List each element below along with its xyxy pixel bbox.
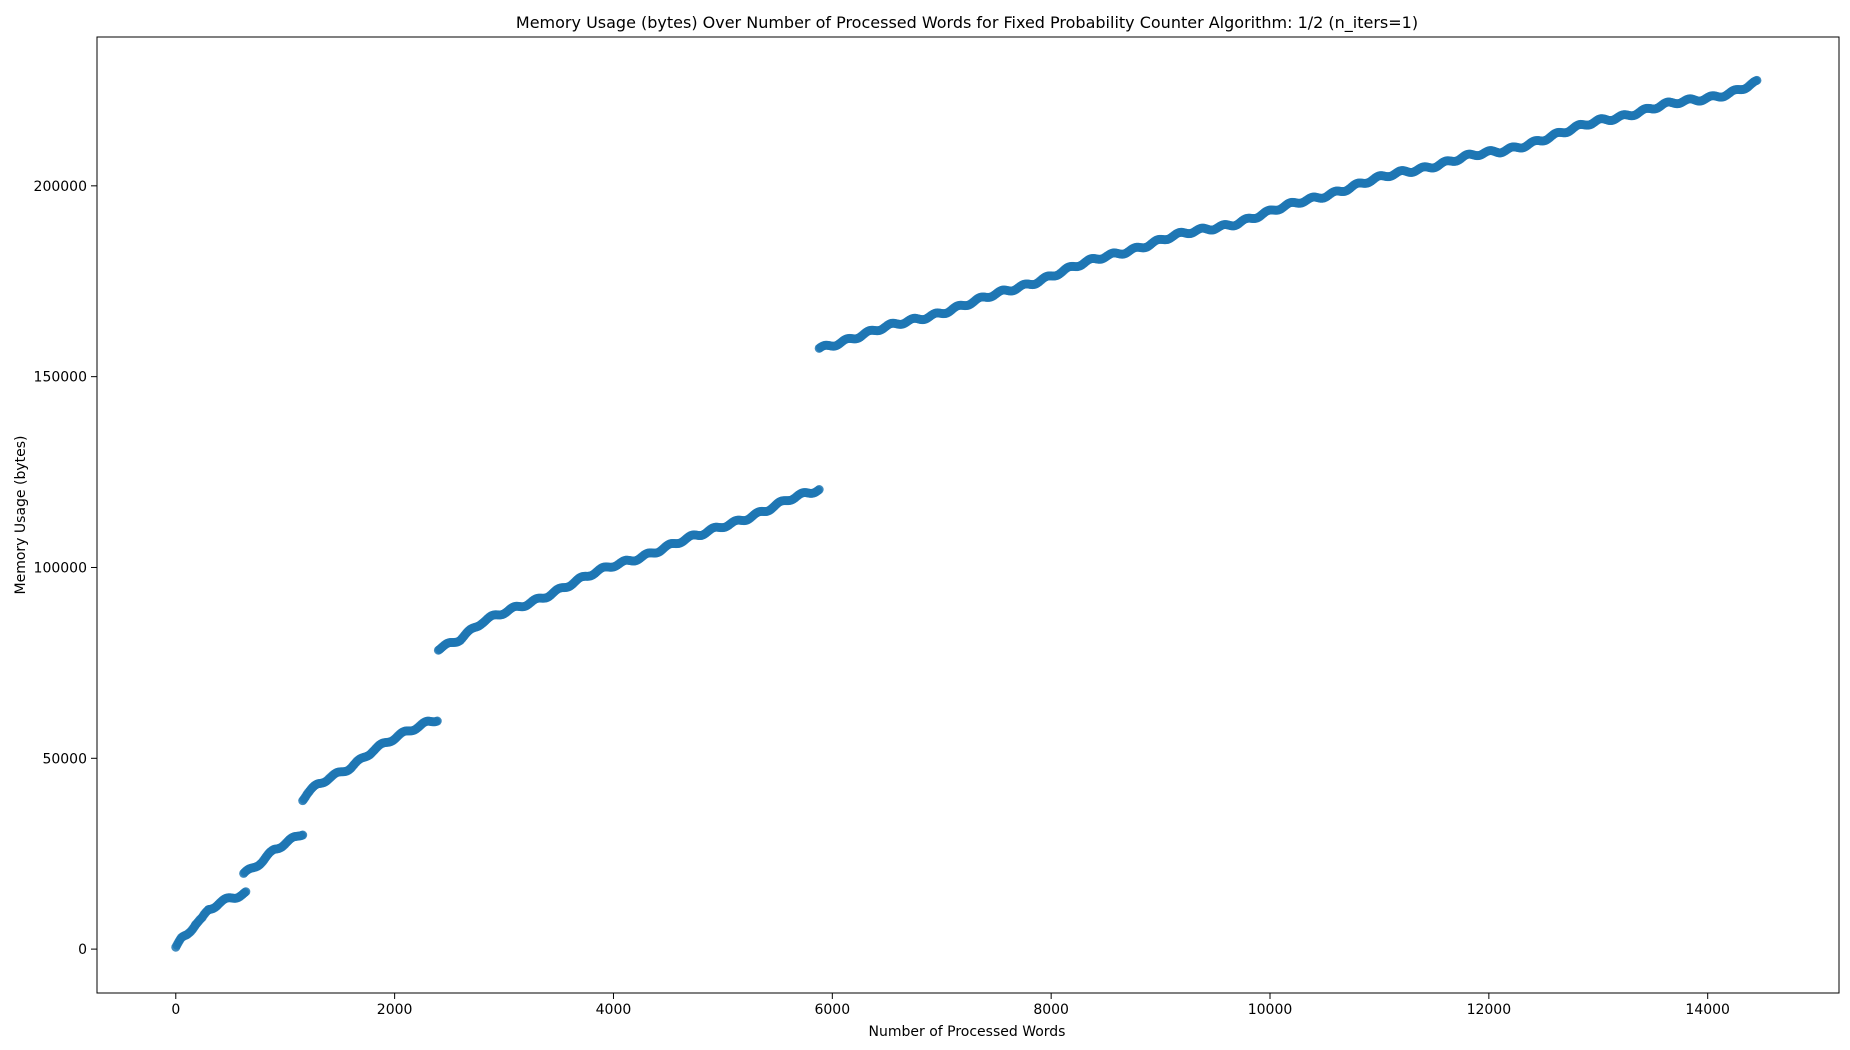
plot-frame [96,36,1840,994]
x-tick-label: 2000 [377,1002,413,1018]
chart-title: Memory Usage (bytes) Over Number of Proc… [516,13,1418,33]
x-tick-label: 0 [171,1002,180,1018]
plot-area: 0 2000 4000 6000 8000 10000 12000 14000 0 50000 10… [34,36,1840,1018]
data-segment [814,75,1762,353]
data-point [1752,75,1762,85]
x-tick-label: 4000 [596,1002,632,1018]
x-tick-label: 8000 [1033,1002,1069,1018]
data-point [432,716,442,726]
y-axis-label: Memory Usage (bytes) [13,436,29,595]
x-tick-label: 10000 [1248,1002,1293,1018]
data-point [298,830,308,840]
data-segment [433,485,824,655]
y-tick-label: 100000 [34,560,87,576]
y-tick-label: 0 [78,942,87,958]
data-point [814,485,824,495]
data-segment [239,830,308,878]
data-segment [298,716,442,806]
x-tick-label: 14000 [1685,1002,1730,1018]
y-tick-label: 150000 [34,370,87,386]
data-points [171,75,1762,952]
x-tick-label: 6000 [814,1002,850,1018]
y-tick-label: 50000 [42,751,87,767]
data-segment [204,887,251,915]
y-tick-label: 200000 [34,179,87,195]
data-point [241,887,251,897]
x-tick-label: 12000 [1467,1002,1512,1018]
x-axis-label: Number of Processed Words [869,1024,1066,1040]
